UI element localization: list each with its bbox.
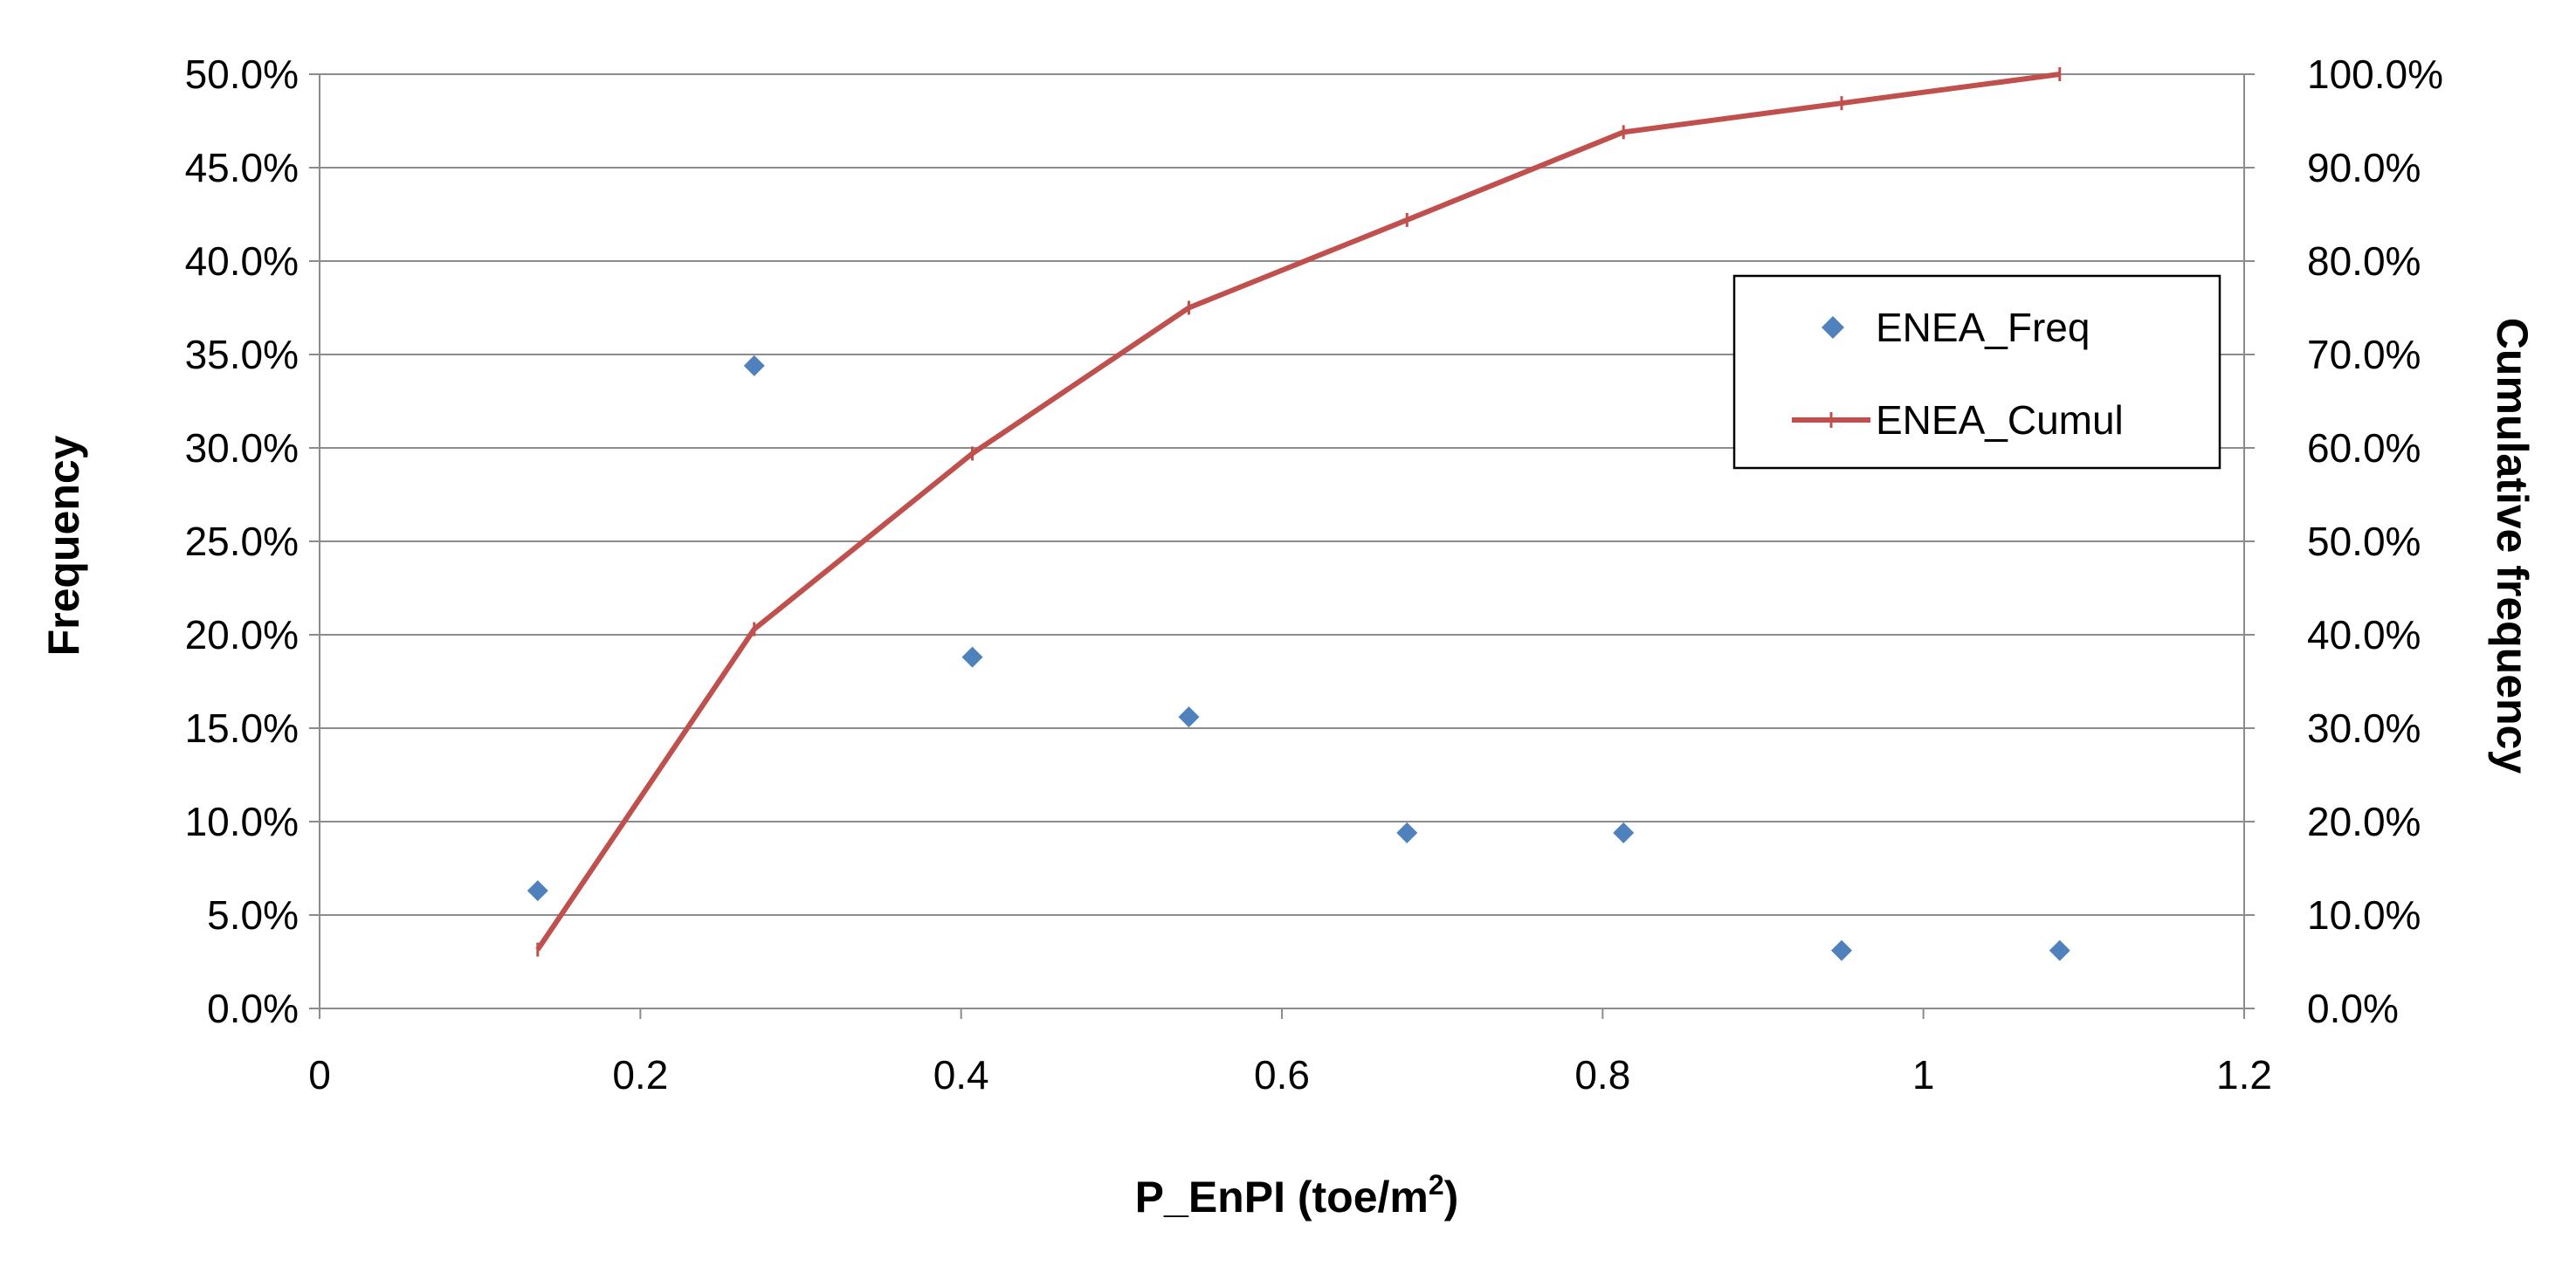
- legend-label-cumul: ENEA_Cumul: [1876, 397, 2124, 443]
- y-left-tick-label: 15.0%: [185, 705, 299, 751]
- x-tick-labels: 0 0.2 0.4 0.6 0.8 1 1.2: [308, 1052, 2272, 1098]
- y-left-tick-label: 5.0%: [207, 892, 299, 938]
- y-left-tick-label: 50.0%: [185, 52, 299, 97]
- x-tick-label: 0.4: [933, 1052, 989, 1098]
- series-layer: [527, 67, 2070, 961]
- y-right-tick-label: 20.0%: [2307, 799, 2421, 844]
- x-axis-title-main: P_EnPI (toe/m: [1135, 1173, 1429, 1222]
- x-tick-label: 0.8: [1574, 1052, 1630, 1098]
- y-left-tick-label: 25.0%: [185, 519, 299, 564]
- y-left-axis-title: Frequency: [39, 435, 88, 656]
- y-right-axis-title: Cumulative frequency: [2488, 318, 2537, 774]
- y-right-tick-label: 40.0%: [2307, 612, 2421, 657]
- freq-point: [527, 880, 548, 902]
- x-tick-label: 0.6: [1254, 1052, 1310, 1098]
- x-tick-label: 1.2: [2216, 1052, 2272, 1098]
- y-right-tick-label: 60.0%: [2307, 425, 2421, 471]
- grid-lines: [320, 73, 2244, 1009]
- y-right-tick-label: 70.0%: [2307, 332, 2421, 377]
- x-axis-title-suffix: ): [1444, 1173, 1459, 1222]
- y-right-tick-labels: 0.0% 10.0% 20.0% 30.0% 40.0% 50.0% 60.0% 70.0% 8…: [2307, 52, 2443, 1031]
- y-left-tick-label: 45.0%: [185, 145, 299, 190]
- y-right-tick-label: 90.0%: [2307, 145, 2421, 190]
- x-tick-label: 0: [308, 1052, 331, 1098]
- y-right-tick-label: 0.0%: [2307, 986, 2399, 1031]
- x-tick-label: 0.2: [612, 1052, 668, 1098]
- legend-label-freq: ENEA_Freq: [1876, 305, 2090, 350]
- legend-marker-diamond: [1822, 316, 1844, 339]
- y-right-tick-label: 50.0%: [2307, 519, 2421, 564]
- freq-point: [1613, 822, 1635, 843]
- freq-point: [1830, 939, 1852, 961]
- y-left-tick-label: 10.0%: [185, 799, 299, 844]
- y-left-tick-label: 20.0%: [185, 612, 299, 657]
- y-left-tick-labels: 0.0% 5.0% 10.0% 15.0% 20.0% 25.0% 30.0% 35.0% 40…: [185, 52, 299, 1031]
- y-left-tick-label: 40.0%: [185, 238, 299, 284]
- y-right-tick-label: 10.0%: [2307, 892, 2421, 938]
- y-right-tick-label: 80.0%: [2307, 238, 2421, 284]
- y-right-tick-label: 100.0%: [2307, 52, 2443, 97]
- y-left-tick-label: 30.0%: [185, 425, 299, 471]
- freq-point: [1396, 822, 1418, 843]
- y-left-tick-label: 0.0%: [207, 986, 299, 1031]
- freq-point: [2049, 939, 2070, 961]
- legend-box: [1732, 274, 2221, 470]
- x-tick-label: 1: [1912, 1052, 1935, 1098]
- y-left-tick-label: 35.0%: [185, 332, 299, 377]
- freq-point: [1178, 706, 1200, 728]
- freq-point: [743, 354, 765, 376]
- axes: [309, 73, 2255, 1019]
- freq-point: [961, 646, 983, 668]
- x-axis-title-superscript: 2: [1429, 1169, 1444, 1201]
- x-axis-title: P_EnPI (toe/m2): [1135, 1169, 1459, 1222]
- legend: ENEA_Freq ENEA_Cumul: [1732, 274, 2221, 470]
- y-right-tick-label: 30.0%: [2307, 705, 2421, 751]
- series-line-enea-cumul: [535, 72, 2061, 952]
